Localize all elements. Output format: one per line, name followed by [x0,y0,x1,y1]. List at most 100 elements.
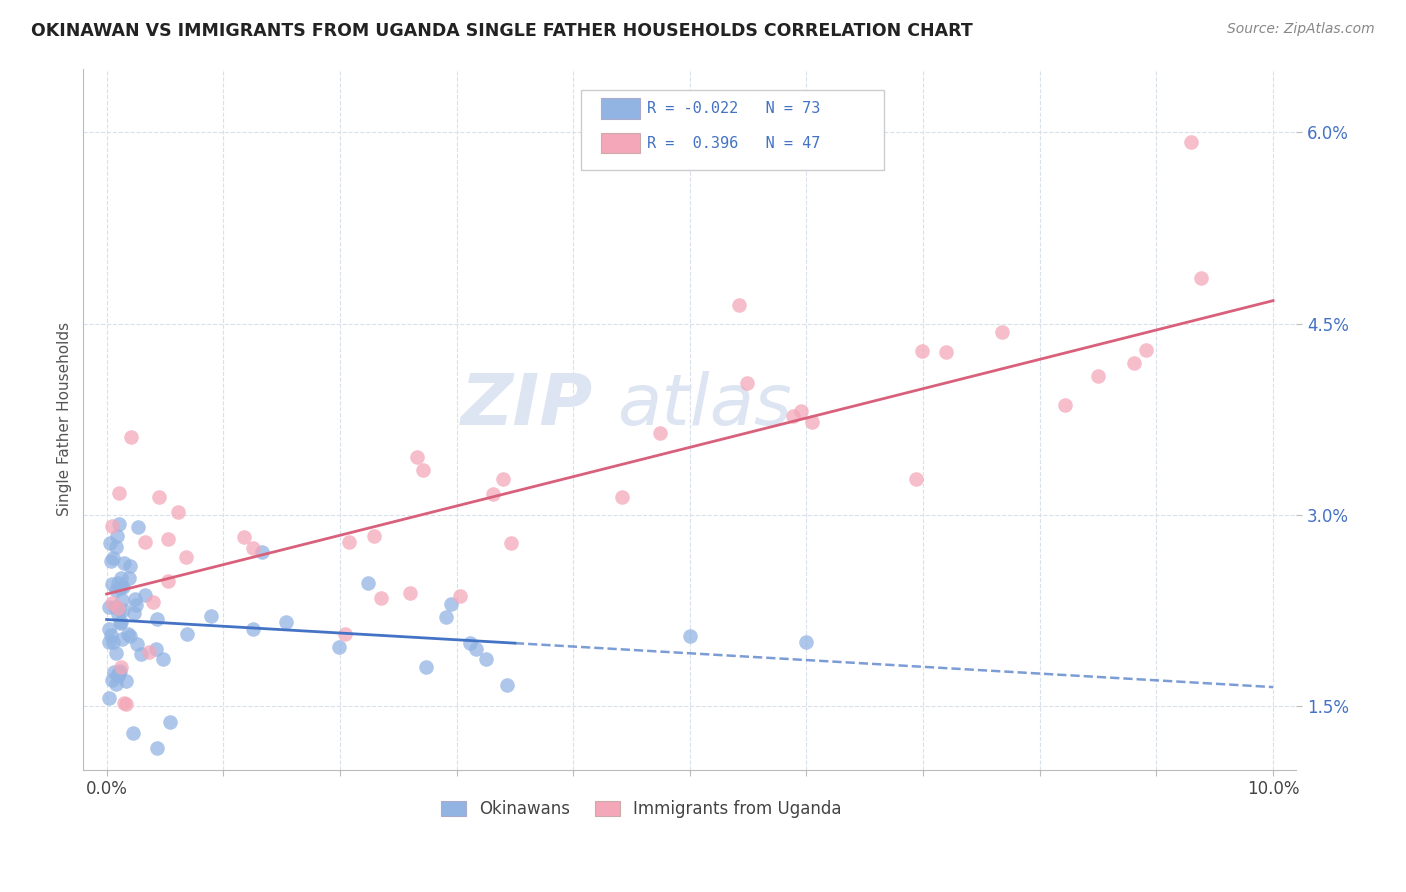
Point [449,589,471,603]
Point [242,541,264,555]
Point [782,409,804,423]
Point [499,536,522,550]
Point [103,665,125,679]
Point [115,673,138,688]
Text: R =  0.396   N = 47: R = 0.396 N = 47 [647,136,821,151]
Point [101,518,124,533]
Point [103,550,125,565]
Point [107,607,129,621]
Point [125,598,148,612]
Point [108,516,131,531]
Point [233,530,256,544]
Point [434,610,457,624]
Point [107,601,129,615]
Point [124,591,146,606]
Point [276,615,298,629]
Point [108,581,131,595]
Point [1087,369,1109,384]
Point [107,485,129,500]
Point [108,665,131,680]
Point [100,628,122,642]
Point [97,690,120,705]
Point [148,491,170,505]
Point [679,629,702,643]
Point [991,326,1014,340]
Point [1189,270,1212,285]
Point [156,532,179,546]
Bar [602,133,640,153]
Point [112,580,135,594]
Point [146,740,169,755]
Point [1180,136,1202,150]
Point [110,659,132,673]
Point [363,529,385,543]
Point [117,627,139,641]
Point [110,615,132,630]
Point [138,645,160,659]
Point [105,582,128,597]
Point [242,622,264,636]
Point [156,574,179,588]
Point [118,559,141,574]
Text: atlas: atlas [617,371,792,440]
Point [105,646,128,660]
Point [100,673,122,687]
Point [107,669,129,683]
Point [110,615,132,629]
Point [111,603,134,617]
Point [120,430,142,444]
Point [103,634,125,648]
Point [370,591,392,606]
Point [127,636,149,650]
Point [112,696,135,710]
Point [1054,397,1077,411]
Point [648,425,671,440]
Point [610,490,633,504]
Text: ZIP: ZIP [461,371,593,440]
Point [107,576,129,591]
Point [97,623,120,637]
Point [134,534,156,549]
FancyBboxPatch shape [581,89,884,170]
Point [492,472,515,486]
Point [105,529,128,543]
Point [110,571,132,585]
Point [790,404,813,418]
Point [399,585,422,599]
Text: OKINAWAN VS IMMIGRANTS FROM UGANDA SINGLE FATHER HOUSEHOLDS CORRELATION CHART: OKINAWAN VS IMMIGRANTS FROM UGANDA SINGL… [31,22,973,40]
Point [101,596,124,610]
Point [152,651,174,665]
Point [100,554,122,568]
Point [122,726,145,740]
Point [496,678,519,692]
Point [146,612,169,626]
Point [110,579,132,593]
Bar [602,98,640,119]
Point [905,472,928,486]
Point [101,577,124,591]
Point [120,629,142,643]
Point [98,535,121,549]
Point [412,463,434,477]
Point [328,640,350,654]
Point [405,450,427,464]
Point [735,376,758,390]
Point [97,599,120,614]
Point [122,607,145,621]
Point [482,487,505,501]
Point [440,598,463,612]
Point [911,343,934,358]
Point [200,609,222,624]
Point [935,345,957,359]
Point [105,541,128,555]
Point [458,635,481,649]
Point [166,505,188,519]
Point [104,677,127,691]
Point [127,520,149,534]
Point [118,571,141,585]
Text: R = -0.022   N = 73: R = -0.022 N = 73 [647,101,821,116]
Point [357,575,380,590]
Point [107,667,129,681]
Point [142,595,165,609]
Point [129,647,152,661]
